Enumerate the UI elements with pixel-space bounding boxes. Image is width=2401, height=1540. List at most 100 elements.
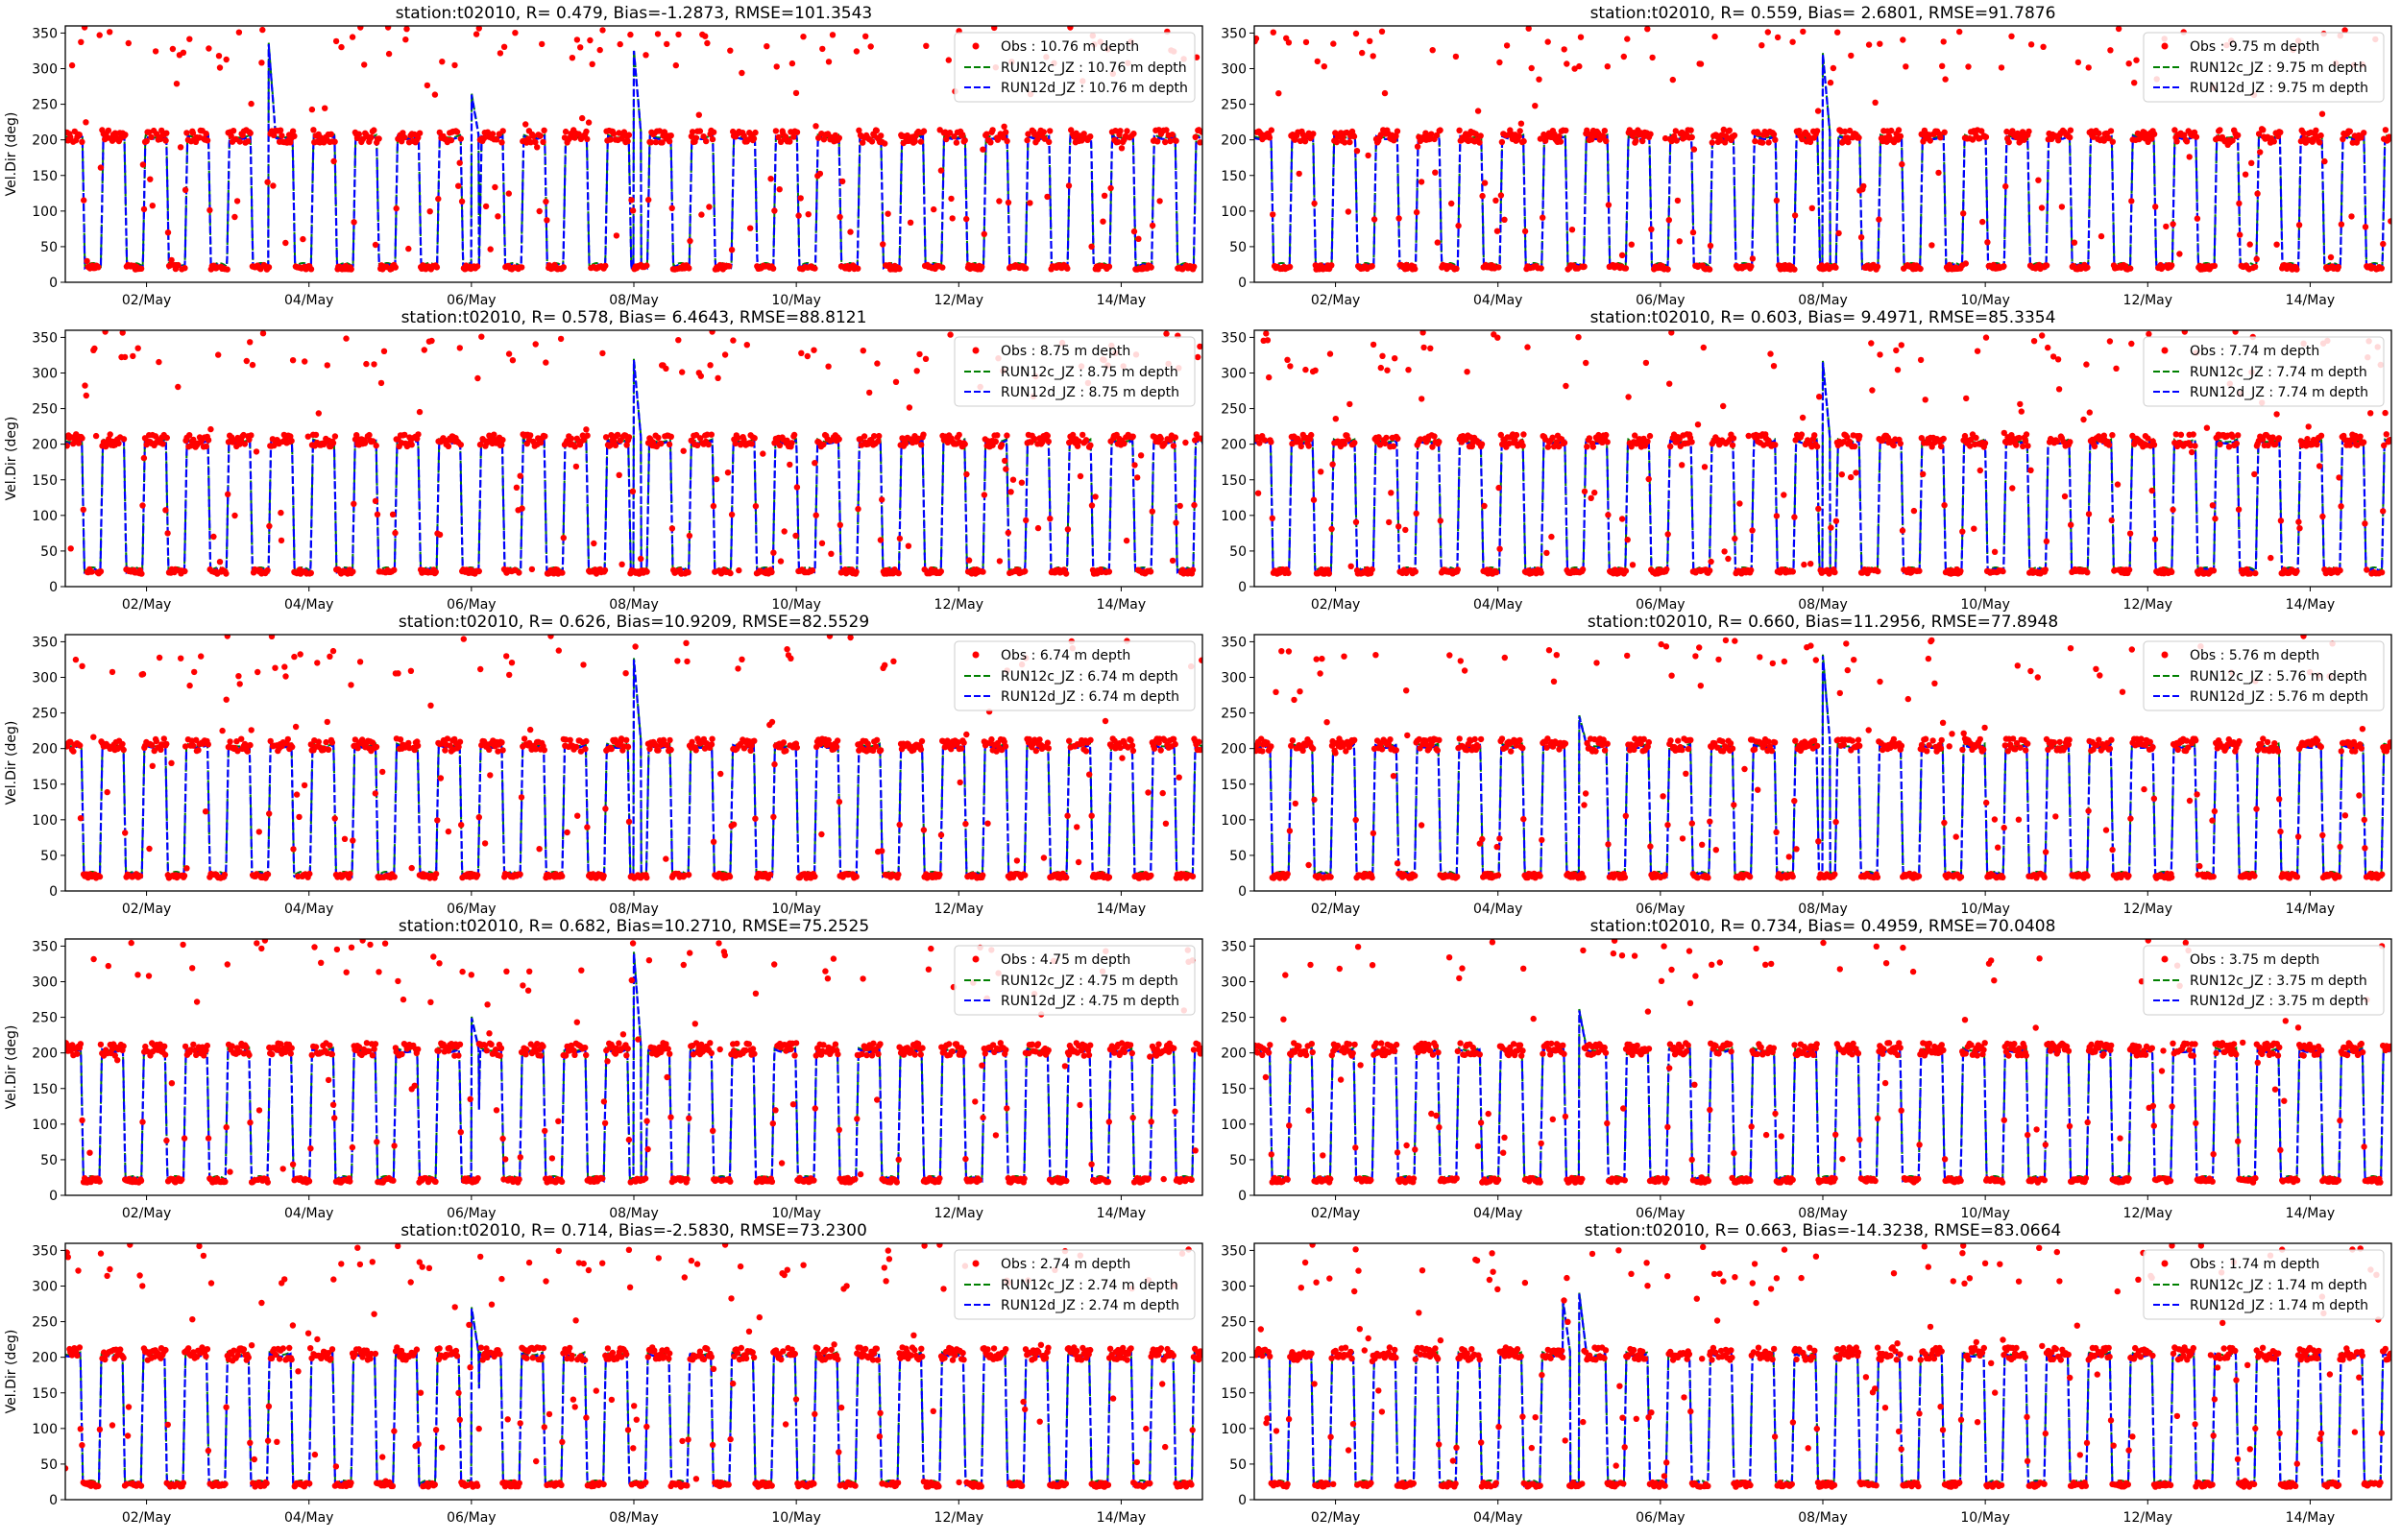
- obs-point: [733, 441, 739, 446]
- y-axis-label: Vel.Dir (deg): [4, 112, 19, 197]
- obs-point: [487, 772, 493, 778]
- obs-point: [725, 469, 731, 475]
- obs-point: [1193, 134, 1199, 140]
- obs-point: [1267, 134, 1273, 140]
- obs-point: [1575, 334, 1581, 340]
- obs-point: [1492, 198, 1498, 204]
- obs-point: [141, 206, 147, 212]
- obs-point: [574, 36, 580, 42]
- obs-point: [1860, 183, 1866, 189]
- obs-point: [183, 130, 189, 135]
- obs-point: [1346, 208, 1351, 214]
- obs-point: [537, 208, 543, 214]
- y-tick-label: 200: [32, 742, 58, 758]
- obs-point: [2055, 356, 2061, 362]
- obs-point: [147, 177, 153, 182]
- obs-point: [1190, 566, 1196, 572]
- obs-point: [395, 670, 400, 676]
- obs-point: [1800, 29, 1806, 35]
- obs-point: [1370, 830, 1376, 836]
- obs-point: [1580, 875, 1586, 880]
- obs-point: [1256, 440, 1262, 445]
- y-tick-label: 300: [32, 671, 58, 686]
- obs-point: [767, 176, 773, 181]
- obs-point: [1454, 874, 1460, 879]
- obs-point: [667, 138, 672, 144]
- obs-point: [1551, 679, 1557, 685]
- obs-point: [818, 831, 824, 837]
- obs-point: [939, 264, 945, 270]
- obs-point: [1353, 519, 1359, 525]
- obs-point: [735, 665, 740, 671]
- obs-point: [1938, 444, 1944, 449]
- obs-point: [1800, 415, 1806, 421]
- obs-point: [1576, 63, 1582, 69]
- obs-point: [1499, 139, 1505, 145]
- obs-point: [302, 782, 307, 788]
- obs-point: [206, 207, 212, 213]
- obs-point: [1775, 35, 1781, 40]
- obs-point: [332, 815, 338, 821]
- obs-point: [409, 865, 415, 871]
- obs-point: [987, 139, 993, 145]
- obs-point: [783, 748, 788, 754]
- obs-point: [825, 364, 831, 370]
- obs-point: [1584, 444, 1589, 449]
- obs-point: [2347, 129, 2353, 134]
- obs-point: [1590, 444, 1596, 449]
- obs-point: [2169, 569, 2174, 575]
- obs-point: [794, 484, 800, 490]
- legend-label-run12d: RUN12d_JZ : 8.75 m depth: [1001, 385, 1179, 400]
- obs-point: [1119, 755, 1125, 760]
- obs-point: [1708, 559, 1713, 565]
- obs-point: [1170, 132, 1176, 137]
- obs-point: [1341, 654, 1346, 660]
- obs-point: [1346, 401, 1352, 407]
- obs-point: [1630, 562, 1636, 567]
- obs-point: [613, 443, 618, 448]
- obs-point: [882, 662, 887, 668]
- obs-point: [1287, 363, 1293, 369]
- obs-point: [893, 379, 899, 385]
- obs-point: [1191, 264, 1197, 270]
- obs-point: [1845, 139, 1851, 145]
- obs-point: [810, 567, 815, 573]
- obs-point: [403, 26, 409, 32]
- obs-point: [923, 356, 929, 362]
- obs-point: [792, 533, 798, 539]
- obs-point: [736, 567, 741, 573]
- obs-point: [1508, 748, 1514, 754]
- obs-point: [2059, 204, 2065, 209]
- obs-point: [1649, 55, 1655, 60]
- obs-point: [1067, 24, 1073, 30]
- obs-point: [121, 747, 127, 753]
- obs-point: [2316, 139, 2322, 145]
- obs-point: [663, 366, 668, 372]
- obs-point: [181, 50, 186, 56]
- obs-point: [153, 48, 158, 54]
- obs-point: [2176, 251, 2182, 256]
- obs-point: [1502, 655, 1508, 661]
- obs-point: [1395, 215, 1401, 221]
- obs-point: [1124, 538, 1129, 543]
- obs-point: [770, 814, 776, 820]
- obs-point: [744, 342, 750, 348]
- obs-point: [573, 744, 579, 750]
- obs-point: [393, 264, 399, 270]
- obs-point: [1353, 31, 1359, 36]
- obs-point: [1941, 436, 1947, 442]
- obs-point: [2184, 138, 2190, 144]
- obs-point: [1456, 128, 1462, 133]
- obs-point: [1496, 60, 1502, 65]
- obs-point: [739, 657, 744, 662]
- obs-point: [1481, 503, 1487, 509]
- obs-point: [1619, 253, 1625, 258]
- obs-point: [1992, 549, 1998, 555]
- obs-point: [582, 746, 588, 752]
- obs-point: [1255, 491, 1261, 496]
- obs-point: [854, 874, 860, 879]
- obs-point: [1278, 648, 1284, 654]
- obs-point: [2009, 485, 2015, 491]
- y-tick-label: 100: [32, 509, 58, 524]
